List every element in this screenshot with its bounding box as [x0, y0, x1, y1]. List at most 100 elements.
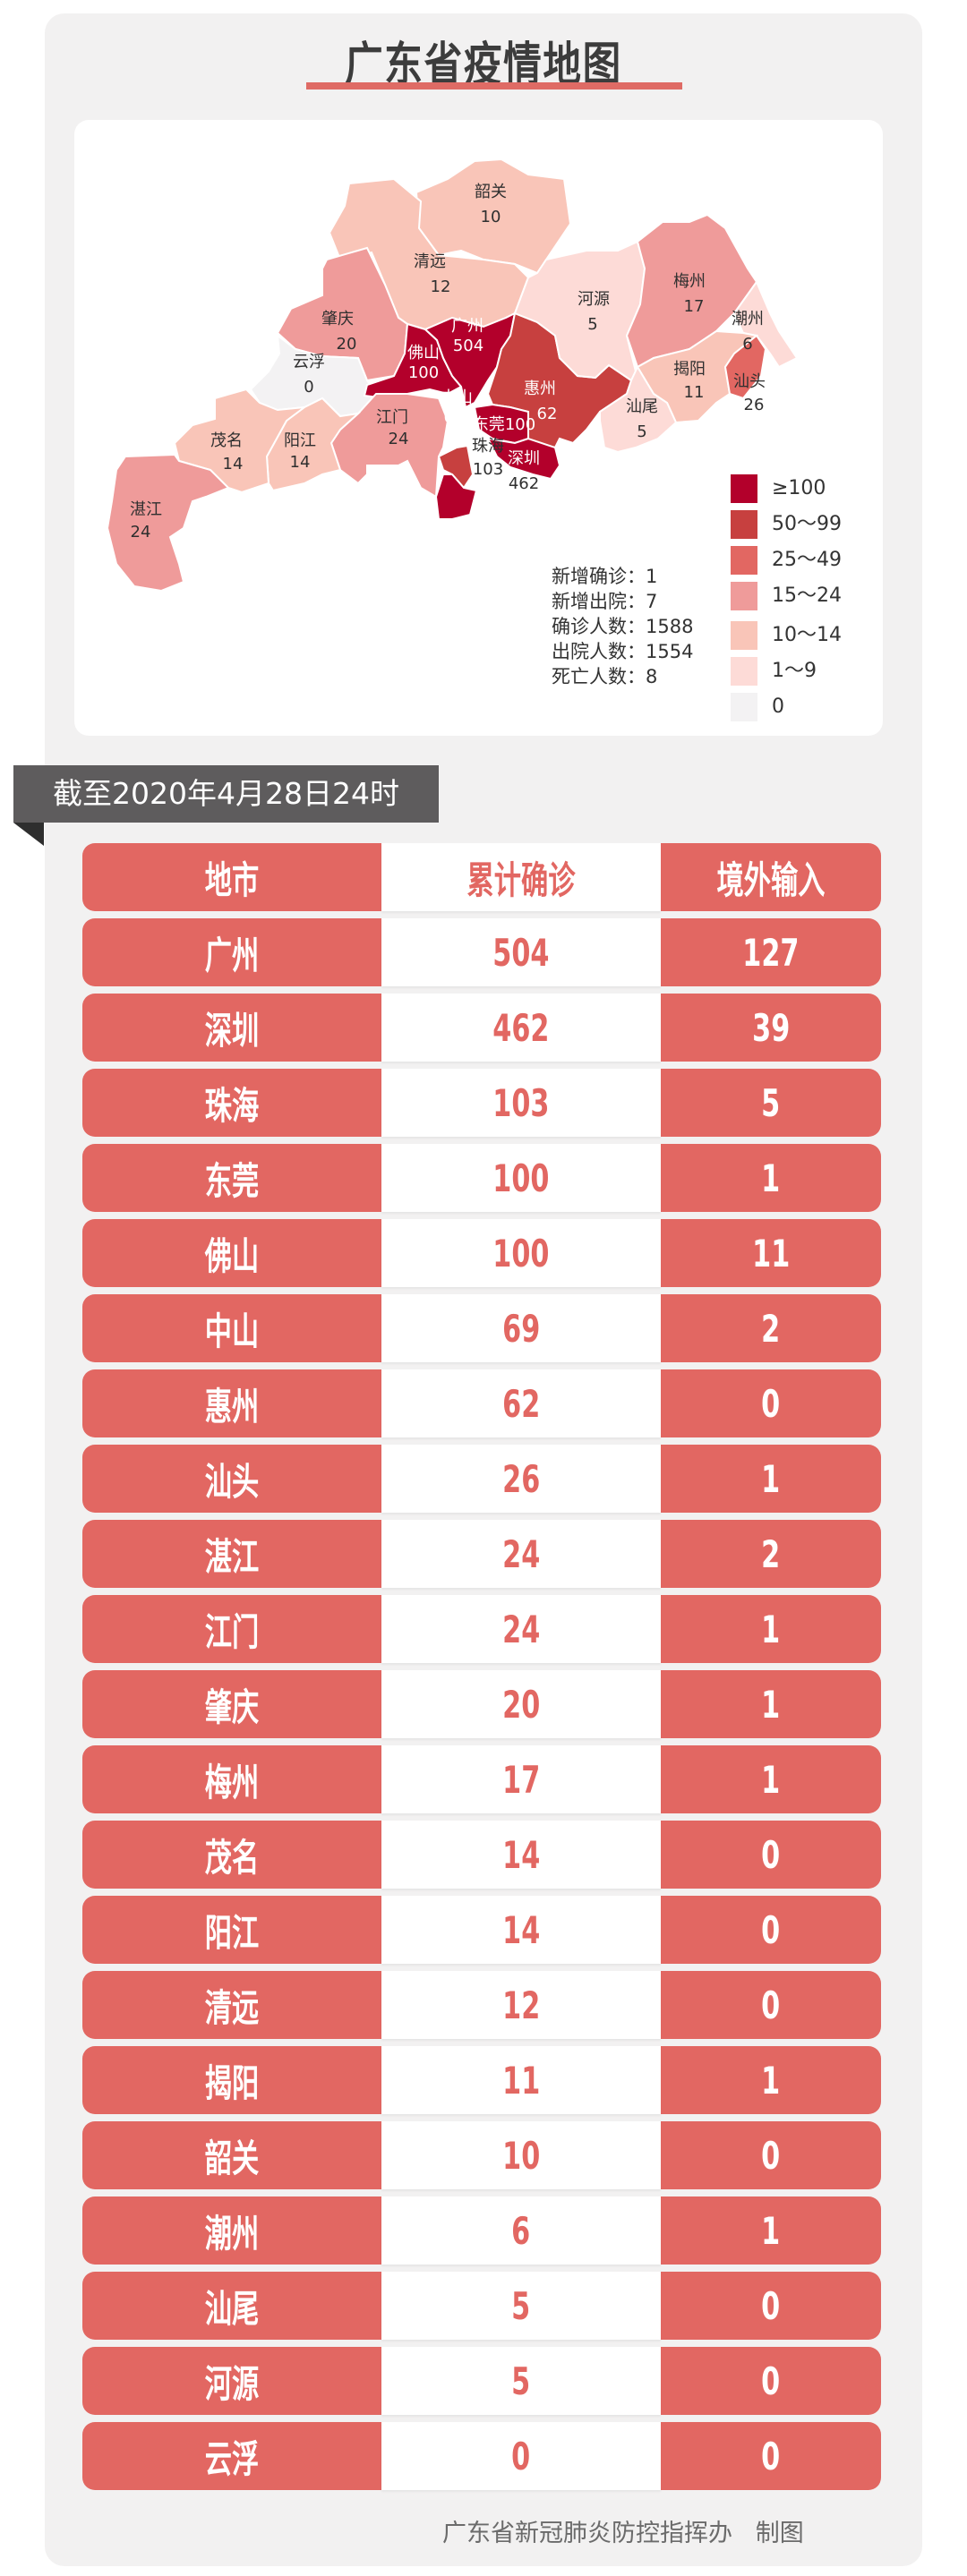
cell-text: 广州: [204, 933, 260, 977]
map-region-value: 0: [304, 378, 313, 397]
map-region-name: 湛江: [130, 500, 162, 519]
cell-text: 1: [761, 1757, 781, 1802]
map-region-name: 肇庆: [321, 310, 354, 328]
cell-text: 24: [501, 1607, 541, 1651]
city-cell: 惠州: [82, 1369, 381, 1437]
cell-text: 境外输入: [716, 857, 826, 902]
cell-text: 0: [761, 2283, 781, 2328]
title-underline: [306, 82, 682, 90]
map-region: [625, 213, 758, 369]
map-region: [424, 311, 517, 409]
table-row: 深圳 462 39: [82, 994, 881, 1062]
cell-text: 0: [761, 2434, 781, 2478]
summary-stats: 新增确诊：1 新增出院：7 确诊人数：1588 出院人数：1554 死亡人数：8: [552, 564, 693, 689]
city-cell: 广州: [82, 918, 381, 986]
map-region-value: 12: [431, 277, 451, 296]
confirmed-cell: 69: [381, 1294, 661, 1362]
table-row: 肇庆 20 1: [82, 1670, 881, 1738]
cell-text: 茂名: [204, 1835, 260, 1880]
confirmed-cell: 6: [381, 2196, 661, 2265]
legend-swatch: [731, 546, 757, 575]
table-row: 云浮 0 0: [82, 2422, 881, 2490]
map-region-value: 100: [505, 415, 535, 434]
cell-text: 1: [761, 2208, 781, 2253]
legend-swatch: [731, 693, 757, 721]
map-region-name: 深圳: [508, 449, 540, 468]
cell-text: 佛山: [204, 1233, 260, 1278]
city-cell: 清远: [82, 1971, 381, 2039]
cell-text: 潮州: [204, 2211, 260, 2256]
cell-text: 云浮: [204, 2436, 260, 2481]
map-region: [173, 388, 308, 494]
city-cell: 汕头: [82, 1445, 381, 1513]
legend-label: 10～14: [772, 624, 842, 646]
imported-cell: 2: [661, 1520, 881, 1588]
legend-label: 50～99: [772, 513, 842, 535]
confirmed-cell: 14: [381, 1896, 661, 1964]
cell-text: 5: [511, 2358, 531, 2403]
cell-text: 17: [501, 1757, 541, 1802]
cell-text: 0: [761, 1832, 781, 1877]
map-region-value: 20: [337, 335, 357, 354]
confirmed-cell: 14: [381, 1821, 661, 1889]
confirmed-cell: 62: [381, 1369, 661, 1437]
confirmed-cell: 5: [381, 2347, 661, 2415]
table-row: 汕尾 5 0: [82, 2272, 881, 2340]
cell-text: 东莞: [204, 1158, 260, 1203]
map-region-name: 东莞: [473, 415, 505, 434]
cell-text: 汕头: [204, 1459, 260, 1504]
confirmed-cell: 11: [381, 2046, 661, 2114]
table-row: 湛江 24 2: [82, 1520, 881, 1588]
cell-text: 阳江: [204, 1910, 260, 1955]
map-region-name: 汕尾: [626, 397, 658, 416]
legend-label: 0: [772, 695, 784, 718]
imported-cell: 1: [661, 1670, 881, 1738]
map-region-name: 清远: [414, 252, 446, 271]
confirmed-cell: 24: [381, 1520, 661, 1588]
confirmed-cell: 累计确诊: [381, 843, 661, 911]
imported-cell: 0: [661, 1971, 881, 2039]
cell-text: 中山: [204, 1309, 260, 1353]
legend-swatch: [731, 621, 757, 650]
city-cell: 潮州: [82, 2196, 381, 2265]
imported-cell: 0: [661, 1369, 881, 1437]
cell-text: 69: [501, 1306, 541, 1351]
table-row: 佛山 100 11: [82, 1219, 881, 1287]
table-header: 地市 累计确诊 境外输入: [82, 843, 881, 911]
cell-text: 揭阳: [204, 2060, 260, 2105]
map-region-name: 茂名: [210, 431, 243, 450]
map-region-value: 14: [290, 453, 311, 472]
cell-text: 10: [501, 2133, 541, 2178]
legend-swatch: [731, 657, 757, 686]
imported-cell: 0: [661, 2121, 881, 2189]
map-region: [732, 279, 799, 369]
confirmed-cell: 0: [381, 2422, 661, 2490]
imported-cell: 1: [661, 1595, 881, 1663]
city-cell: 汕尾: [82, 2272, 381, 2340]
stat-line: 新增出院：7: [552, 591, 658, 612]
cell-text: 462: [492, 1005, 550, 1050]
cell-text: 2: [761, 1306, 781, 1351]
imported-cell: 5: [661, 1069, 881, 1137]
map-region-value: 14: [223, 455, 244, 473]
cell-text: 江门: [204, 1609, 260, 1654]
city-cell: 佛山: [82, 1219, 381, 1287]
city-cell: 肇庆: [82, 1670, 381, 1738]
imported-cell: 39: [661, 994, 881, 1062]
footer-credit: 广东省新冠肺炎防控指挥办 制图: [442, 2513, 804, 2548]
table-row: 中山 69 2: [82, 1294, 881, 1362]
map-region-value: 17: [684, 297, 705, 316]
table-row: 广州 504 127: [82, 918, 881, 986]
table-row: 河源 5 0: [82, 2347, 881, 2415]
stat-line: 确诊人数：1588: [552, 616, 694, 637]
confirmed-cell: 12: [381, 1971, 661, 2039]
legend-label: 1～9: [772, 660, 817, 682]
cell-text: 62: [501, 1381, 541, 1426]
legend-swatch: [731, 474, 757, 503]
table-row: 潮州 6 1: [82, 2196, 881, 2265]
cell-text: 12: [501, 1983, 541, 2027]
legend-swatch: [731, 582, 757, 610]
cell-text: 累计确诊: [466, 857, 576, 902]
cell-text: 1: [761, 1156, 781, 1200]
map-region: [486, 437, 561, 481]
